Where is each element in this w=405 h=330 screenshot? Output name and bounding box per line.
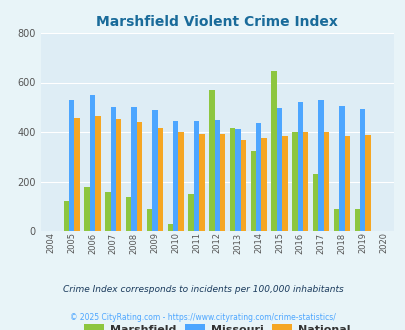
Bar	[209, 90, 214, 231]
Bar	[338, 106, 344, 231]
Bar	[178, 132, 183, 231]
Bar	[344, 136, 349, 231]
Bar	[173, 121, 178, 231]
Bar	[220, 135, 225, 231]
Bar	[302, 132, 308, 231]
Bar	[152, 110, 157, 231]
Bar	[188, 194, 193, 231]
Title: Marshfield Violent Crime Index: Marshfield Violent Crime Index	[96, 15, 337, 29]
Bar	[318, 100, 323, 231]
Bar	[256, 123, 261, 231]
Bar	[261, 138, 266, 231]
Bar	[74, 118, 80, 231]
Bar	[281, 136, 287, 231]
Bar	[250, 150, 256, 231]
Bar	[214, 120, 220, 231]
Bar	[297, 102, 302, 231]
Bar	[193, 121, 198, 231]
Bar	[235, 129, 240, 231]
Bar	[105, 192, 110, 231]
Bar	[323, 132, 328, 231]
Bar	[84, 187, 90, 231]
Bar	[95, 116, 100, 231]
Bar	[136, 122, 142, 231]
Bar	[64, 201, 69, 231]
Bar	[312, 174, 318, 231]
Bar	[364, 135, 370, 231]
Bar	[271, 71, 276, 231]
Bar	[292, 132, 297, 231]
Bar	[198, 135, 204, 231]
Bar	[229, 128, 235, 231]
Bar	[110, 107, 116, 231]
Bar	[167, 224, 173, 231]
Bar	[69, 100, 74, 231]
Bar	[147, 209, 152, 231]
Bar	[90, 95, 95, 231]
Bar	[131, 107, 136, 231]
Bar	[354, 209, 359, 231]
Bar	[126, 197, 131, 231]
Bar	[157, 128, 162, 231]
Bar	[333, 209, 338, 231]
Bar	[240, 140, 245, 231]
Text: Crime Index corresponds to incidents per 100,000 inhabitants: Crime Index corresponds to incidents per…	[62, 285, 343, 294]
Legend: Marshfield, Missouri, National: Marshfield, Missouri, National	[79, 320, 354, 330]
Bar	[116, 119, 121, 231]
Text: © 2025 CityRating.com - https://www.cityrating.com/crime-statistics/: © 2025 CityRating.com - https://www.city…	[70, 313, 335, 322]
Bar	[359, 109, 364, 231]
Bar	[276, 109, 281, 231]
